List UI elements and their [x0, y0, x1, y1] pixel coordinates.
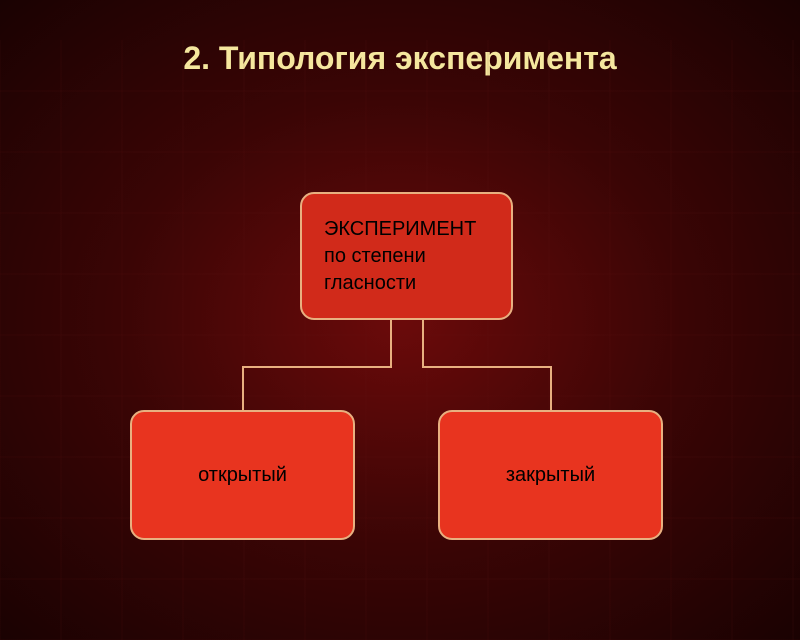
conn-root-drop-right	[422, 320, 424, 366]
left-child-node: открытый	[130, 410, 355, 540]
conn-left-drop	[242, 366, 244, 410]
conn-horizontal-left	[242, 366, 392, 368]
root-node: ЭКСПЕРИМЕНТ по степени гласности	[300, 192, 513, 320]
conn-root-drop-left	[390, 320, 392, 366]
right-child-text: закрытый	[506, 462, 595, 489]
org-chart-diagram: ЭКСПЕРИМЕНТ по степени гласности открыты…	[0, 40, 800, 640]
conn-horizontal-right	[422, 366, 552, 368]
conn-right-drop	[550, 366, 552, 410]
right-child-node: закрытый	[438, 410, 663, 540]
root-node-text: ЭКСПЕРИМЕНТ по степени гласности	[324, 216, 489, 297]
left-child-text: открытый	[198, 462, 287, 489]
